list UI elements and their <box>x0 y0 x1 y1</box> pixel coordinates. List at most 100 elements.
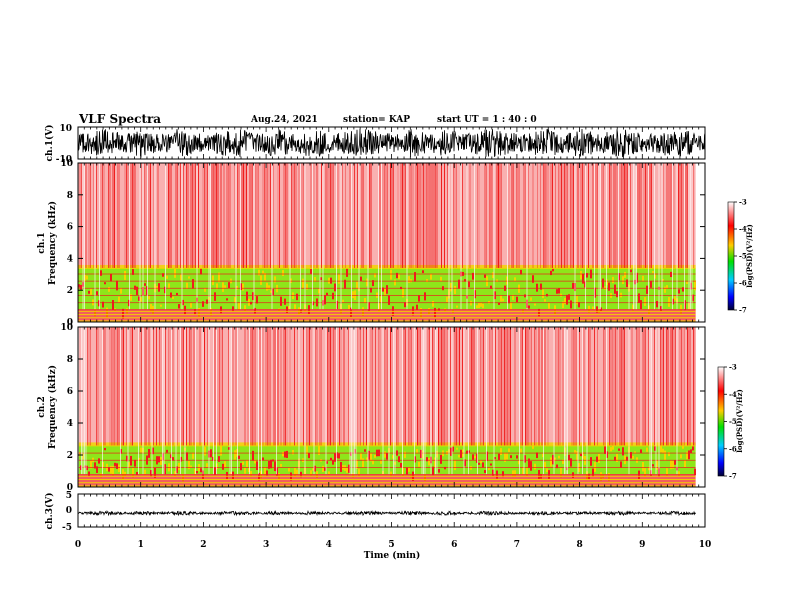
spectrogram-streak <box>688 327 690 446</box>
spectrogram-speckle <box>214 292 216 301</box>
spectrogram-speckle <box>492 272 494 279</box>
spectrogram-streak <box>279 163 280 268</box>
spectrogram-speckle <box>148 296 150 300</box>
spectrogram-speckle <box>318 288 320 294</box>
spectrogram-streak <box>337 163 339 268</box>
spectrogram-streak <box>682 163 684 268</box>
spectrogram-speckle <box>172 296 174 300</box>
spectrogram-streak <box>217 163 219 268</box>
ch1-ytick-top: 10 <box>59 124 72 134</box>
spectrogram-speckle <box>692 446 694 451</box>
spectrogram-speckle <box>190 303 192 308</box>
spectrogram-base-line <box>78 320 696 322</box>
spectrogram-speckle <box>602 278 604 288</box>
spectrogram-streak <box>609 327 610 446</box>
spectrogram-base-line <box>78 475 696 477</box>
spectrogram-speckle <box>574 450 576 454</box>
spectrogram-streak <box>118 163 120 268</box>
spectrogram-speckle <box>176 466 178 474</box>
spectrogram-speckle <box>364 297 366 304</box>
spectrogram-streak <box>573 163 574 268</box>
ch1-colorbar-tick-label: -6 <box>739 279 747 288</box>
spectrogram-streak <box>267 327 268 446</box>
spectrogram-streak <box>363 327 364 446</box>
spectrogram-streak <box>481 327 483 446</box>
spectrogram-speckle <box>428 458 430 466</box>
ch1-spectrogram-ytick-label: 4 <box>67 254 73 264</box>
spectrogram-gap <box>606 163 607 310</box>
time-tick-label: 10 <box>699 540 712 550</box>
ch1-colorbar-label: log(PSD)(V²/Hz) <box>745 224 754 288</box>
time-tick-label: 1 <box>138 540 144 550</box>
spectrogram-gap <box>325 327 327 475</box>
spectrogram-speckle <box>598 453 600 463</box>
spectrogram-speckle <box>132 269 134 275</box>
spectrogram-gap <box>304 163 306 310</box>
spectrogram-gap <box>355 327 357 475</box>
spectrogram-streak <box>126 327 127 446</box>
spectrogram-gap <box>628 327 630 475</box>
spectrogram-gap <box>672 163 673 310</box>
spectrogram-streak <box>186 163 187 268</box>
spectrogram-speckle <box>112 300 114 310</box>
spectrogram-streak <box>667 327 669 446</box>
spectrogram-speckle <box>506 453 508 460</box>
spectrogram-gap <box>691 163 693 310</box>
spectrogram-gap <box>381 163 382 310</box>
spectrogram-speckle <box>566 294 568 305</box>
spectrogram-streak <box>96 163 97 268</box>
spectrogram-speckle <box>482 462 484 468</box>
spectrogram-streak <box>639 163 640 268</box>
spectrogram-streak <box>103 163 105 268</box>
spectrogram-streak <box>417 163 418 268</box>
spectrogram-streak <box>378 327 379 446</box>
spectrogram-gap <box>654 163 655 310</box>
ch3-ytick-top: 5 <box>66 491 72 501</box>
spectrogram-streak <box>649 163 651 268</box>
spectrogram-speckle <box>192 452 194 459</box>
spectrogram-streak <box>244 163 246 268</box>
spectrogram-streak <box>538 327 540 446</box>
spectrogram-streak <box>411 327 412 446</box>
spectrogram-gap <box>448 327 450 475</box>
spectrogram-streak <box>396 327 397 446</box>
spectrogram-speckle <box>626 279 628 288</box>
spectrogram-streak <box>529 327 531 446</box>
spectrogram-speckle <box>534 303 536 306</box>
spectrogram-speckle <box>622 447 624 456</box>
spectrogram-streak <box>298 163 300 268</box>
spectrogram-streak <box>420 327 421 446</box>
spectrogram-streak <box>480 327 481 446</box>
spectrogram-streak <box>153 163 154 268</box>
spectrogram-gap <box>466 163 468 310</box>
spectrogram-streak <box>277 327 279 446</box>
ch2-spectrogram-ytick-label: 0 <box>67 483 73 493</box>
spectrogram-gap <box>676 327 678 475</box>
spectrogram-speckle <box>332 459 334 465</box>
time-tick-label: 0 <box>75 540 81 550</box>
spectrogram-speckle <box>358 468 360 477</box>
spectrogram-speckle <box>398 274 400 280</box>
spectrogram-streak <box>478 163 480 268</box>
spectrogram-speckle <box>444 466 446 470</box>
figure-title: VLF Spectra <box>78 112 161 126</box>
spectrogram-speckle <box>150 470 152 477</box>
spectrogram-streak <box>343 327 345 446</box>
spectrogram-speckle <box>166 275 168 279</box>
spectrogram-streak <box>153 327 154 446</box>
spectrogram-gap <box>289 163 291 310</box>
spectrogram-speckle <box>592 306 594 310</box>
spectrogram-gap <box>216 327 217 475</box>
spectrogram-speckle <box>286 450 288 458</box>
spectrogram-streak <box>544 163 546 268</box>
spectrogram-streak <box>319 327 321 446</box>
time-tick-label: 2 <box>200 540 206 550</box>
spectrogram-streak <box>139 327 141 446</box>
spectrogram-streak <box>552 163 553 268</box>
spectrogram-speckle <box>180 274 182 281</box>
spectrogram-speckle <box>366 457 368 462</box>
spectrogram-streak <box>387 163 388 268</box>
spectrogram-streak <box>642 327 643 446</box>
spectrogram-speckle <box>200 268 202 275</box>
spectrogram-streak <box>360 327 361 446</box>
